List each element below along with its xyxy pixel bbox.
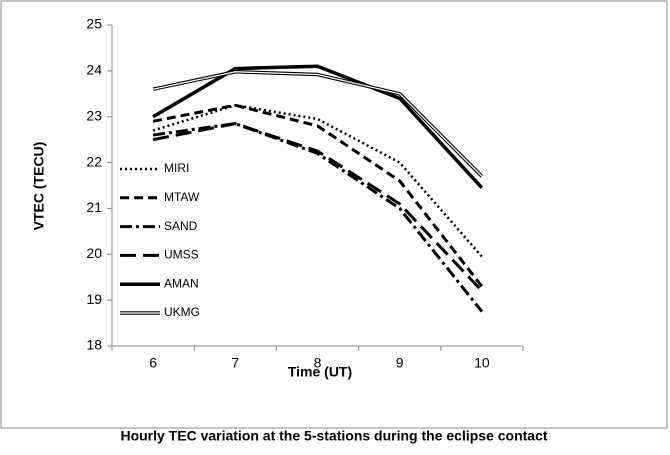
y-tick-label: 20 — [86, 245, 102, 261]
legend-label: UKMG — [164, 305, 200, 319]
legend-label: AMAN — [164, 276, 199, 290]
y-tick-label: 24 — [86, 62, 102, 78]
x-tick-label: 9 — [396, 355, 404, 371]
y-axis-label: VTEC (TECU) — [31, 142, 47, 231]
y-tick-label: 22 — [86, 153, 102, 169]
line-inner — [152, 71, 483, 177]
chart-title: Hourly TEC variation at the 5-stations d… — [120, 428, 547, 444]
y-tick-label: 19 — [86, 291, 102, 307]
legend-label: MTAW — [164, 190, 200, 204]
line — [152, 122, 483, 293]
line — [152, 64, 484, 189]
legend-label: MIRI — [164, 161, 189, 175]
y-tick-label: 18 — [86, 337, 102, 353]
x-tick-label: 7 — [231, 355, 239, 371]
x-tick-label: 10 — [474, 355, 490, 371]
line — [152, 103, 484, 288]
legend-label: SAND — [164, 219, 198, 233]
y-tick-label: 25 — [86, 16, 102, 32]
x-axis-label: Time (UT) — [288, 364, 352, 380]
y-tick-label: 23 — [86, 107, 102, 123]
x-tick-label: 6 — [149, 355, 157, 371]
y-tick-label: 21 — [86, 199, 102, 215]
line — [152, 122, 484, 313]
legend-label: UMSS — [164, 248, 199, 262]
x-tick-label: 8 — [314, 355, 322, 371]
